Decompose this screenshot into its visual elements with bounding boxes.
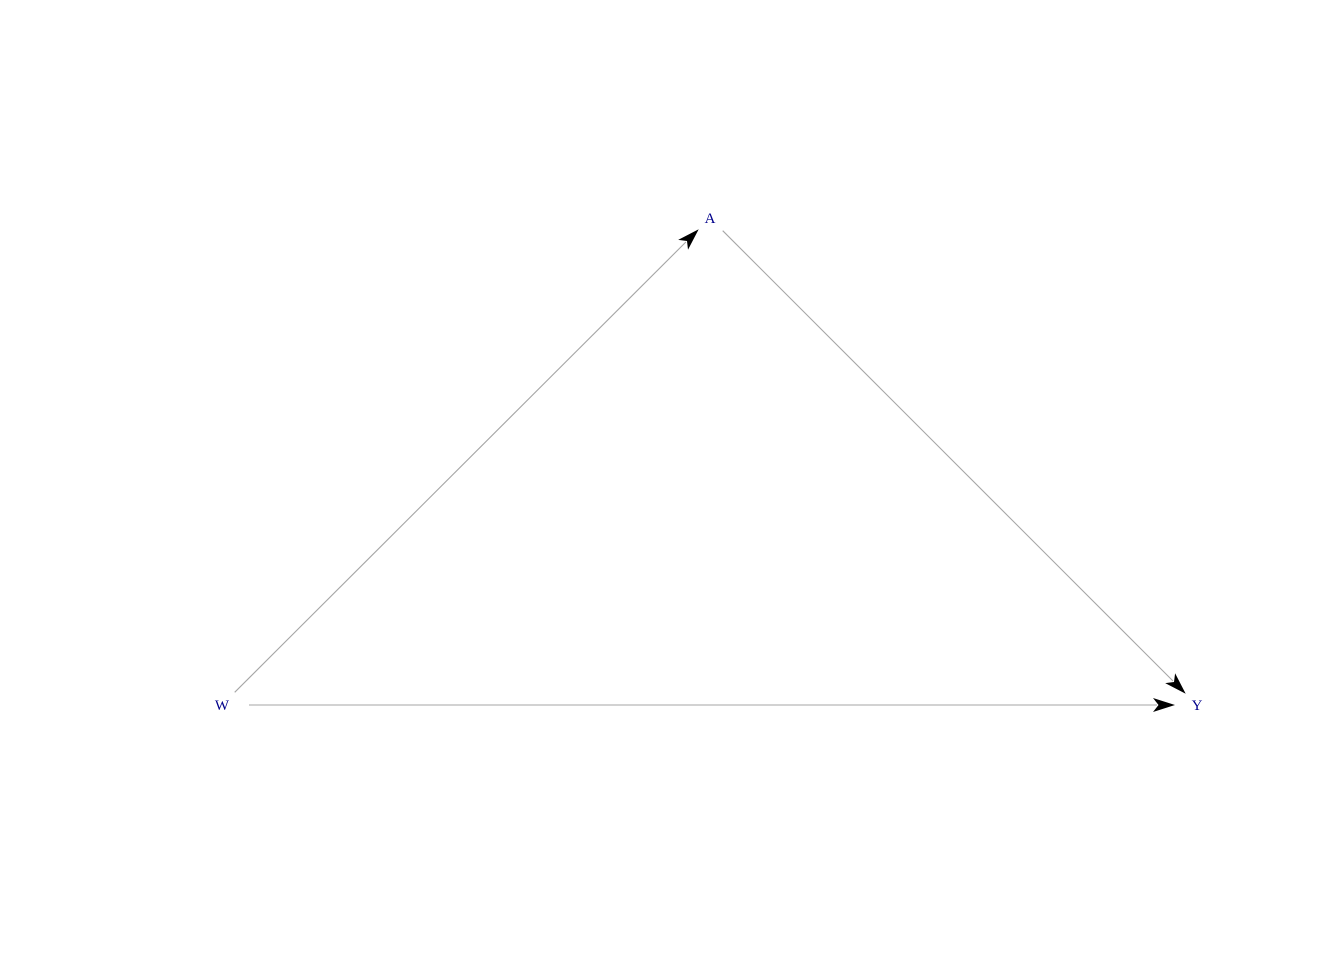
edge-W-Y-arrowhead [1153, 698, 1175, 712]
node-W-label: W [215, 698, 230, 714]
node-Y-label: Y [1192, 698, 1203, 714]
edge-W-A-line [234, 241, 687, 693]
edge-A-Y-arrowhead [1165, 673, 1186, 694]
edge-W-A-arrowhead [678, 229, 699, 250]
nodes-layer: A W Y [215, 211, 1203, 714]
edge-A-Y-line [722, 230, 1174, 682]
node-A-label: A [705, 211, 716, 227]
edges-layer [234, 229, 1186, 712]
